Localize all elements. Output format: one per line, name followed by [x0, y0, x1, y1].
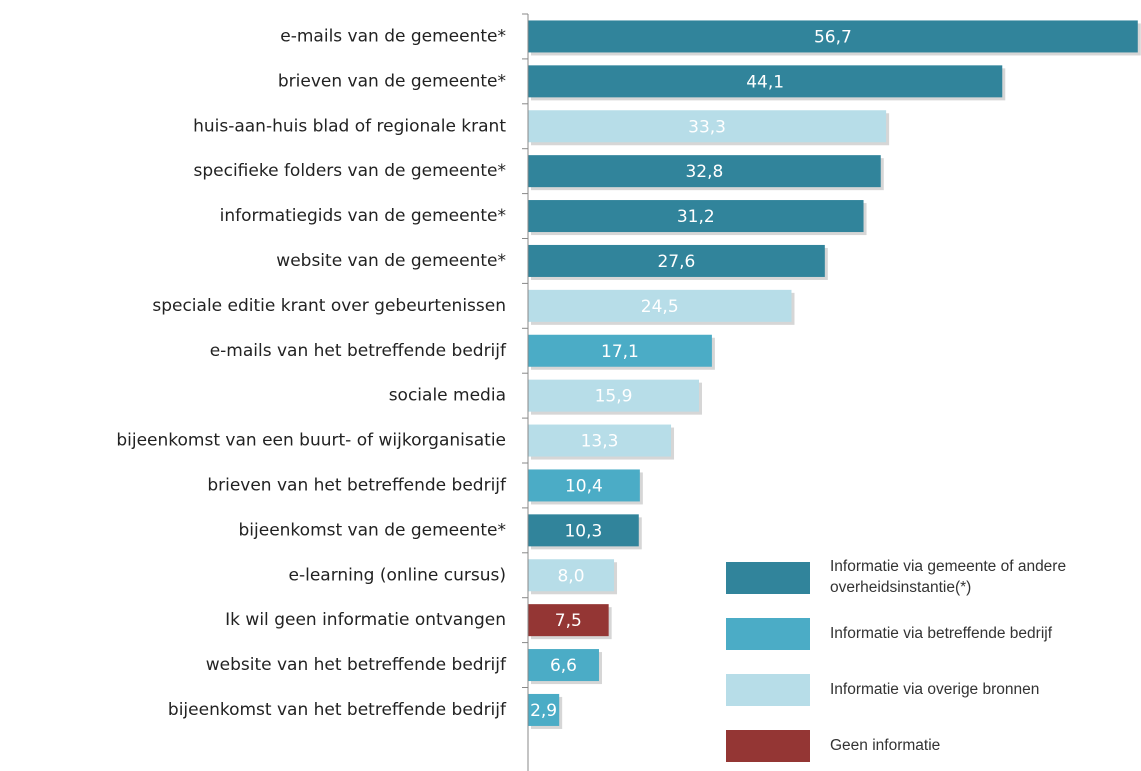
bar	[528, 693, 560, 726]
category-label: specifieke folders van de gemeente*	[194, 161, 507, 181]
value-label: 17,1	[601, 342, 639, 362]
category-label: speciale editie krant over gebeurtenisse…	[152, 296, 506, 316]
bar	[528, 155, 881, 188]
value-label: 2,9	[530, 701, 557, 721]
value-label: 8,0	[557, 566, 584, 586]
bar	[528, 65, 1003, 98]
bar	[528, 604, 609, 637]
category-label: bijeenkomst van een buurt- of wijkorgani…	[116, 431, 506, 451]
value-label: 33,3	[688, 117, 726, 137]
bar	[528, 379, 699, 412]
legend-label: Informatie via gemeente of andere overhe…	[830, 558, 1067, 596]
category-label: huis-aan-huis blad of regionale krant	[193, 116, 506, 136]
value-label: 10,3	[564, 521, 602, 541]
category-label: Ik wil geen informatie ontvangen	[225, 610, 506, 630]
legend-label: Informatie via overige bronnen	[830, 681, 1040, 698]
value-label: 31,2	[677, 207, 715, 227]
bar	[528, 649, 599, 682]
category-label: brieven van het betreffende bedrijf	[207, 475, 507, 495]
value-label: 6,6	[550, 656, 577, 676]
value-label: 15,9	[595, 387, 633, 407]
value-label: 56,7	[814, 27, 852, 47]
bar	[528, 514, 639, 547]
legend-swatch	[726, 730, 810, 762]
category-label: bijeenkomst van de gemeente*	[239, 520, 507, 540]
category-label: e-mails van de gemeente*	[280, 26, 506, 46]
category-label: bijeenkomst van het betreffende bedrijf	[168, 700, 507, 720]
category-label: sociale media	[389, 386, 506, 406]
value-label: 27,6	[657, 252, 695, 272]
category-label: website van de gemeente*	[276, 251, 506, 271]
category-label: brieven van de gemeente*	[278, 71, 506, 91]
category-label: e-learning (online cursus)	[289, 565, 506, 585]
value-label: 44,1	[746, 72, 784, 92]
bar	[528, 559, 615, 592]
legend-swatch	[726, 618, 810, 650]
value-label: 32,8	[685, 162, 723, 182]
bar	[528, 200, 864, 233]
legend-label: Informatie via betreffende bedrijf	[830, 625, 1053, 642]
legend-swatch	[726, 562, 810, 594]
bar	[528, 244, 825, 277]
bar	[528, 469, 640, 502]
bar	[528, 289, 792, 322]
category-label: website van het betreffende bedrijf	[206, 655, 507, 675]
category-label: e-mails van het betreffende bedrijf	[210, 341, 507, 361]
bar	[528, 110, 887, 143]
legend-swatch	[726, 674, 810, 706]
value-label: 24,5	[641, 297, 679, 317]
bar	[528, 20, 1138, 53]
value-label: 13,3	[581, 432, 619, 452]
bar	[528, 334, 712, 367]
bar	[528, 424, 672, 457]
value-label: 10,4	[565, 476, 603, 496]
category-label: informatiegids van de gemeente*	[220, 206, 506, 226]
legend-label: Geen informatie	[830, 737, 941, 754]
value-label: 7,5	[555, 611, 582, 631]
